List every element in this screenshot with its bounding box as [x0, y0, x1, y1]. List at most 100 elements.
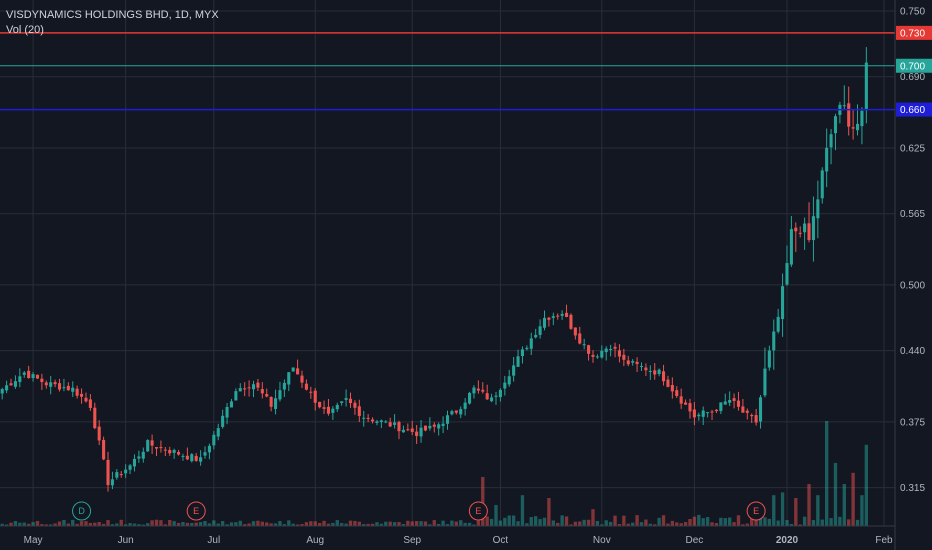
volume-bar: [397, 521, 401, 526]
candle-body: [547, 317, 551, 320]
candle-body: [587, 345, 591, 354]
volume-bar: [132, 523, 137, 526]
candle-body: [758, 397, 763, 422]
event-marker: [468, 501, 488, 521]
volume-bar: [441, 520, 445, 526]
volume-bar: [437, 523, 441, 526]
candles: [0, 47, 868, 492]
event-marker-label: E: [475, 506, 481, 516]
candle-body: [732, 398, 736, 401]
candle-body: [154, 447, 159, 449]
volume-bar: [507, 515, 511, 526]
volume-bar: [639, 522, 644, 526]
candle-body: [172, 449, 176, 453]
candle-body: [507, 376, 511, 385]
volume-bar: [498, 520, 503, 526]
candle-body: [124, 469, 128, 474]
candle-body: [613, 346, 617, 349]
horizontal-lines[interactable]: 0.730 0.660 0.700: [0, 25, 932, 117]
candle-body: [150, 440, 154, 446]
volume-bar: [234, 522, 238, 526]
volume-bar: [357, 521, 361, 526]
volume-bar: [780, 492, 785, 526]
candle-body: [684, 402, 688, 405]
candle-body: [256, 382, 260, 388]
candle-body: [728, 399, 732, 403]
candle-body: [485, 393, 489, 400]
candle-body: [0, 389, 4, 394]
candle-body: [357, 406, 361, 416]
volume-bar: [251, 521, 256, 526]
volume-bar: [146, 523, 150, 526]
volume-bar: [287, 520, 291, 526]
volume-bar: [630, 522, 635, 526]
candle-body: [573, 327, 577, 336]
candle-body: [803, 223, 807, 233]
candle-body: [322, 407, 326, 409]
candle-body: [516, 356, 520, 367]
volume-bar: [115, 523, 119, 526]
candle-body: [115, 472, 119, 478]
volume-bar: [176, 523, 181, 526]
chart-legend: VISDYNAMICS HOLDINGS BHD, 1D, MYX Vol (2…: [6, 8, 219, 38]
volume-bar: [137, 524, 141, 526]
volume-bar: [260, 521, 265, 526]
volume-bar: [150, 520, 154, 526]
volume-bar: [172, 521, 176, 526]
volume-bar: [295, 524, 300, 526]
candle-body: [97, 426, 101, 441]
candle-body: [459, 409, 463, 415]
volume-bar: [710, 522, 714, 526]
volume-bar: [719, 517, 723, 526]
candle-body: [441, 423, 445, 426]
volume-bar: [864, 444, 869, 526]
symbol-title[interactable]: VISDYNAMICS HOLDINGS BHD, 1D, MYX: [6, 9, 219, 21]
volume-bar: [860, 495, 864, 526]
event-marker: [72, 501, 92, 521]
candle-body: [741, 406, 745, 413]
candle-body: [313, 390, 317, 403]
volume-bar: [0, 523, 4, 526]
x-tick-label: May: [24, 535, 43, 546]
volume-bar: [683, 522, 688, 526]
candle-body: [798, 232, 802, 234]
volume-bar: [785, 520, 789, 526]
volume-bar: [370, 523, 375, 526]
candle-body: [595, 356, 599, 358]
volume-bar: [123, 524, 128, 526]
candle-body: [177, 452, 181, 455]
candle-body: [498, 389, 502, 398]
candle-body: [366, 417, 370, 419]
price-axis[interactable]: 0.750 0.690 0.625 0.565 0.500 0.440 0.375 0.315: [894, 0, 925, 550]
candle-body: [371, 419, 375, 422]
volume-bar: [44, 524, 48, 526]
candle-body: [238, 388, 242, 392]
volume-bar: [282, 524, 287, 526]
volume-bar: [547, 498, 551, 526]
y-tick-label: 0.375: [900, 417, 925, 428]
candle-body: [591, 354, 595, 357]
candle-body: [287, 372, 291, 385]
candle-body: [49, 382, 53, 387]
candle-body: [419, 427, 423, 437]
time-axis[interactable]: May Jun Jul Aug Sep Oct Nov Dec 2020 Feb: [0, 525, 895, 546]
volume-bar: [657, 517, 661, 526]
volume-bar: [353, 520, 357, 526]
volume-bar: [573, 521, 578, 526]
candle-body: [375, 421, 379, 423]
volume-bar: [494, 505, 498, 526]
candle-body: [697, 414, 701, 417]
volume-bar: [688, 518, 692, 526]
x-tick-label: Aug: [306, 535, 324, 546]
candle-body: [604, 348, 608, 353]
candle-body: [692, 409, 696, 418]
candle-body: [710, 411, 714, 413]
candle-body: [851, 127, 855, 129]
volume-bar: [692, 516, 697, 526]
volume-bars: [0, 421, 869, 526]
candle-body: [406, 429, 410, 431]
candle-body: [18, 376, 22, 382]
volume-indicator-label[interactable]: Vol (20): [6, 24, 44, 36]
